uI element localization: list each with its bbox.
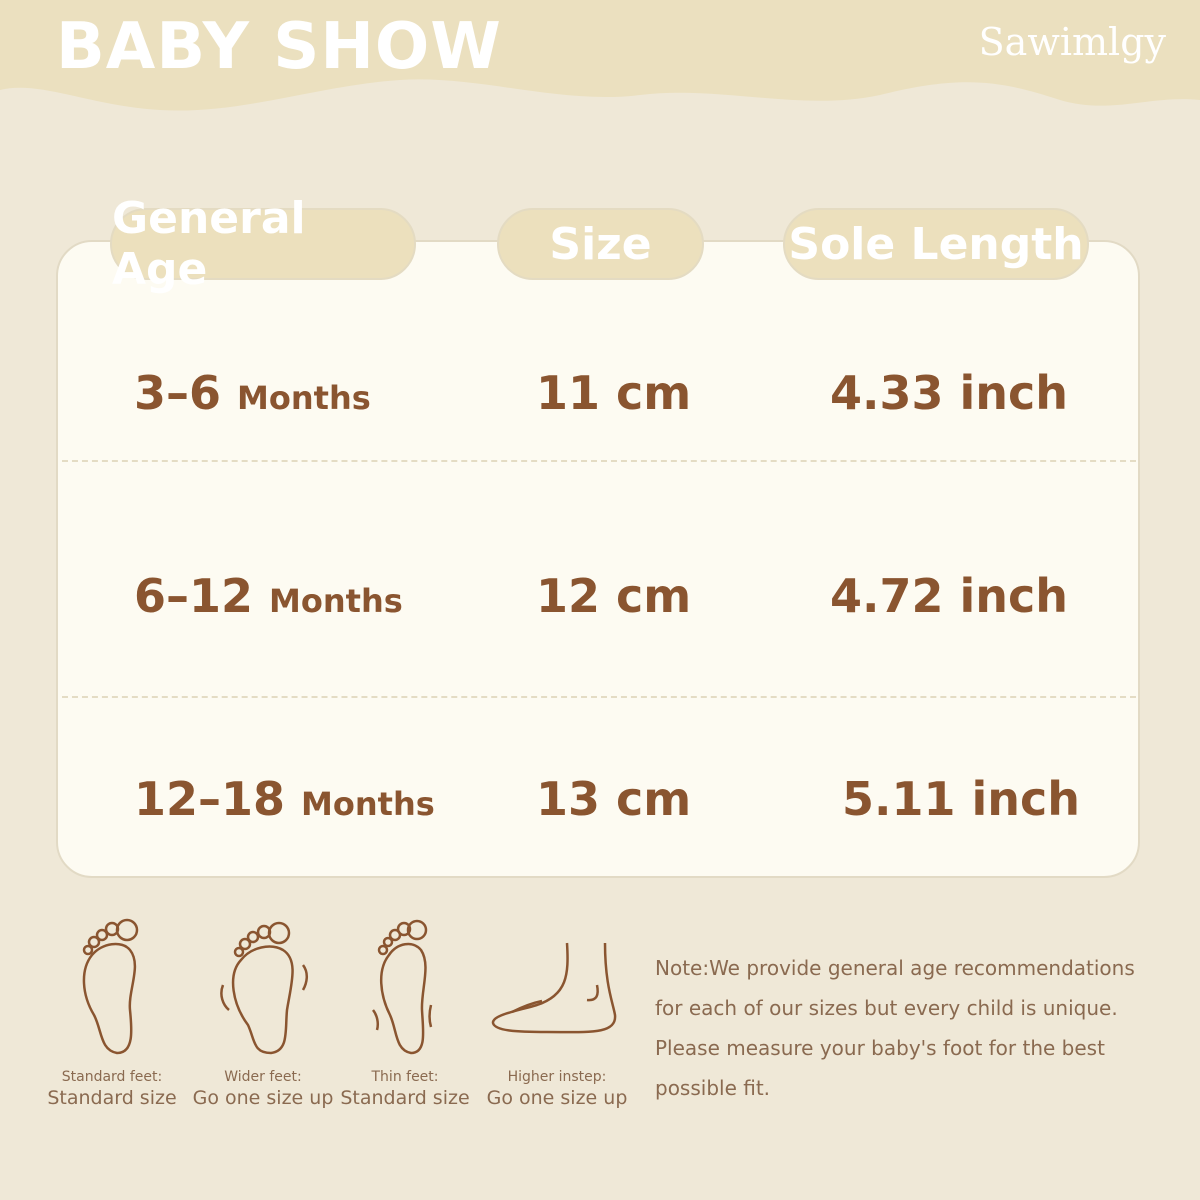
standard-foot-icon: [82, 918, 139, 1055]
size-table-card: [56, 240, 1140, 878]
brand-logo: Sawimlgy: [978, 20, 1166, 64]
foot-type-label: Standard feet:: [61, 1069, 163, 1085]
age-cell: 6–12 Months: [134, 569, 403, 623]
size-cell: 13 cm: [536, 772, 692, 826]
table-row: 3–6 Months 11 cm 4.33 inch: [56, 366, 1140, 446]
size-cell: 11 cm: [536, 366, 692, 420]
sole-length-cell: 4.33 inch: [830, 366, 1069, 420]
foot-type-label: Higher instep:: [507, 1069, 607, 1085]
thin-foot-icon: [371, 919, 433, 1055]
foot-type-advice: Go one size up: [192, 1087, 334, 1109]
foot-type-advice: Go one size up: [486, 1087, 628, 1109]
foot-type-advice: Standard size: [340, 1087, 470, 1109]
fit-note: Note:We provide general age recommendati…: [655, 956, 1135, 1100]
wide-foot-icon: [220, 921, 308, 1055]
foot-type-standard: Standard feet: Standard size: [37, 915, 187, 1109]
sole-length-cell: 5.11 inch: [842, 772, 1081, 826]
foot-type-thin: Thin feet: Standard size: [330, 915, 480, 1109]
foot-type-wide: Wider feet: Go one size up: [188, 915, 338, 1109]
column-header-age: General Age: [110, 193, 416, 295]
high-instep-icon: [491, 942, 617, 1034]
size-cell: 12 cm: [536, 569, 692, 623]
foot-type-label: Wider feet:: [224, 1069, 302, 1085]
sole-length-cell: 4.72 inch: [830, 569, 1069, 623]
table-row: 12–18 Months 13 cm 5.11 inch: [56, 772, 1140, 852]
age-cell: 3–6 Months: [134, 366, 371, 420]
foot-type-label: Thin feet:: [371, 1069, 439, 1085]
page-title: BABY SHOW: [56, 10, 502, 84]
foot-type-high-instep: Higher instep: Go one size up: [482, 915, 632, 1109]
column-header-sole-length: Sole Length: [783, 208, 1089, 280]
age-cell: 12–18 Months: [134, 772, 435, 826]
header-wave: [0, 0, 1200, 111]
row-divider: [62, 460, 1136, 462]
foot-type-advice: Standard size: [47, 1087, 177, 1109]
table-row: 6–12 Months 12 cm 4.72 inch: [56, 569, 1140, 649]
column-header-size: Size: [497, 208, 704, 280]
row-divider: [62, 696, 1136, 698]
